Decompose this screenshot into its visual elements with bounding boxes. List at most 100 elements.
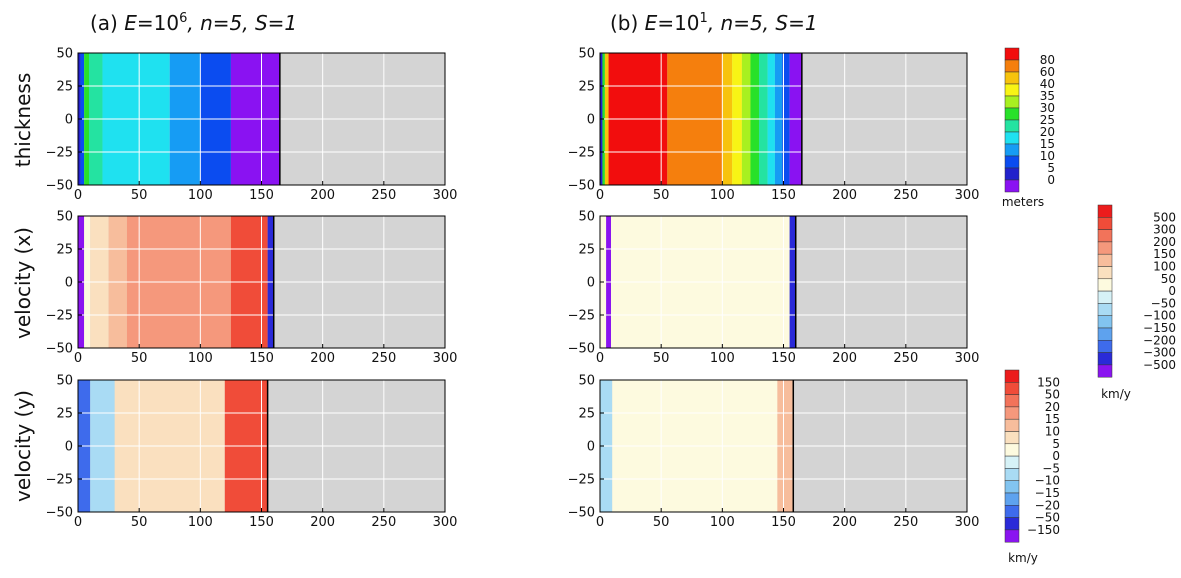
x-tick-label: 250	[893, 188, 918, 203]
panel-title-a: (a) E=106, n=5, S=1	[90, 11, 297, 35]
colorbar-swatch	[1004, 179, 1020, 193]
colorbar-swatch	[1004, 418, 1020, 432]
colorbar-swatch	[1004, 59, 1020, 73]
x-tick-label: 150	[771, 515, 796, 530]
x-tick-label: 300	[433, 188, 458, 203]
x-tick-label: 50	[653, 515, 670, 530]
x-tick-label: 0	[74, 188, 82, 203]
colorbar-label: 5	[1047, 161, 1055, 175]
title-a-e-equals: =10	[137, 11, 179, 35]
colorbar-swatch	[1004, 529, 1020, 543]
y-tick-label: −25	[46, 146, 73, 161]
x-tick-label: 200	[832, 351, 857, 366]
y-tick-label: −50	[568, 342, 595, 357]
x-tick-label: 50	[653, 351, 670, 366]
y-tick-label: 0	[65, 440, 73, 455]
colorbar-swatch	[1004, 143, 1020, 157]
colorbar-swatch	[1097, 364, 1113, 378]
y-tick-label: 25	[578, 243, 595, 258]
colorbar-label: −150	[1027, 523, 1060, 537]
colorbar-label: 50	[1045, 388, 1060, 402]
y-tick-label: 50	[578, 210, 595, 225]
colorbar-swatch	[1004, 167, 1020, 181]
x-tick-label: 100	[710, 188, 735, 203]
row-label-velocity-x: velocity (x)	[11, 227, 35, 339]
colorbar-swatch	[1004, 517, 1020, 531]
colorbar-swatch	[1097, 204, 1113, 218]
y-tick-label: −25	[46, 309, 73, 324]
colorbar-label: −15	[1035, 486, 1060, 500]
colorbar-swatch	[1097, 315, 1113, 329]
x-tick-label: 200	[310, 188, 335, 203]
y-tick-label: −50	[46, 506, 73, 521]
y-tick-label: 25	[578, 407, 595, 422]
y-tick-label: −50	[46, 342, 73, 357]
x-tick-label: 50	[131, 188, 148, 203]
colorbar-swatch	[1097, 352, 1113, 366]
colorbar-label: 100	[1153, 260, 1176, 274]
x-tick-label: 150	[249, 351, 274, 366]
colorbar-unit: meters	[1002, 195, 1044, 209]
colorbar-label: 60	[1040, 65, 1055, 79]
y-tick-label: −25	[568, 309, 595, 324]
x-tick-label: 250	[371, 515, 396, 530]
title-b-prefix: (b)	[610, 11, 645, 35]
y-tick-label: 50	[56, 374, 73, 389]
y-tick-label: −50	[568, 506, 595, 521]
colorbar-label: 20	[1045, 400, 1060, 414]
colorbar-swatch	[1004, 382, 1020, 395]
colorbar-swatch	[1097, 241, 1113, 255]
x-tick-label: 250	[371, 188, 396, 203]
colorbar-swatch	[1097, 229, 1113, 243]
colorbar-label: 35	[1040, 89, 1055, 103]
colorbar-swatch	[1004, 155, 1020, 169]
colorbar-label: 150	[1153, 247, 1176, 261]
colorbar-label: 20	[1040, 125, 1055, 139]
colorbar-swatch	[1004, 95, 1020, 109]
row-label-thickness: thickness	[11, 73, 35, 167]
y-tick-label: 0	[65, 276, 73, 291]
x-tick-label: 50	[131, 515, 148, 530]
colorbar-swatch	[1097, 340, 1113, 353]
y-tick-label: 25	[56, 407, 73, 422]
y-tick-label: 25	[56, 243, 73, 258]
y-tick-label: 50	[56, 210, 73, 225]
x-tick-label: 100	[710, 515, 735, 530]
colorbar-label: 150	[1037, 375, 1060, 389]
x-tick-label: 0	[596, 351, 604, 366]
y-tick-label: −25	[568, 473, 595, 488]
x-tick-label: 300	[955, 515, 980, 530]
colorbar-label: −500	[1143, 358, 1176, 372]
title-a-e-exponent: 6	[179, 11, 187, 26]
colorbar-label: 25	[1040, 113, 1055, 127]
x-tick-label: 300	[955, 351, 980, 366]
colorbar-label: 15	[1040, 137, 1055, 151]
colorbar-swatch	[1097, 266, 1113, 280]
x-tick-label: 150	[249, 515, 274, 530]
colorbar-label: −150	[1143, 321, 1176, 335]
colorbar-swatch	[1004, 71, 1020, 85]
colorbar-label: −200	[1143, 333, 1176, 347]
y-tick-label: 50	[578, 374, 595, 389]
colorbar-label: 30	[1040, 101, 1055, 115]
x-tick-label: 100	[188, 351, 213, 366]
colorbar-label: −100	[1143, 309, 1176, 323]
x-tick-label: 0	[74, 515, 82, 530]
colorbar-unit: km/y	[1008, 551, 1038, 565]
colorbar-label: −50	[1035, 511, 1060, 525]
row-label-velocity-y: velocity (y)	[11, 390, 35, 502]
x-tick-label: 0	[596, 515, 604, 530]
title-b-e-symbol: E	[645, 11, 658, 35]
colorbar-swatch	[1004, 468, 1020, 481]
colorbar-swatch	[1097, 217, 1113, 230]
colorbar-label: 500	[1153, 210, 1176, 224]
x-tick-label: 250	[371, 351, 396, 366]
colorbar-label: 50	[1161, 272, 1176, 286]
